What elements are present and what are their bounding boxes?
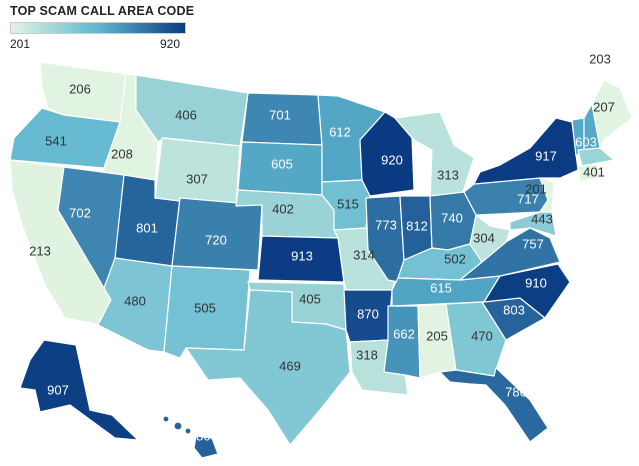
area-code-label-ut: 801 [136, 220, 158, 235]
area-code-label-ne: 402 [272, 201, 294, 216]
state-hi-island-maui [184, 427, 192, 435]
state-ak [19, 339, 139, 441]
area-code-label-md: 443 [531, 211, 553, 226]
area-code-label-az: 480 [124, 293, 146, 308]
state-ga [445, 301, 507, 377]
legend-max-label: 920 [160, 37, 181, 51]
area-code-label-nv: 702 [69, 205, 91, 220]
state-ms [383, 305, 421, 379]
state-ct [577, 163, 601, 183]
area-code-label-la: 318 [356, 347, 378, 362]
area-code-label-ms: 662 [393, 326, 415, 341]
area-code-label-mo: 314 [353, 247, 375, 262]
area-code-label-co: 720 [205, 232, 227, 247]
state-hi-island-kauai [162, 415, 170, 423]
state-hi [193, 435, 219, 459]
area-code-label-al: 205 [426, 328, 448, 343]
area-code-label-ar: 870 [357, 306, 379, 321]
area-code-label-ca: 213 [29, 243, 51, 258]
area-code-label-tx: 469 [279, 358, 301, 373]
area-code-label-in: 812 [406, 218, 428, 233]
area-code-label-nh: 603 [589, 51, 611, 66]
area-code-label-ia: 515 [337, 196, 359, 211]
area-code-label-id: 208 [111, 146, 133, 161]
state-wi [359, 111, 415, 197]
legend-min-label: 201 [10, 37, 31, 51]
area-code-label-hi: 808 [196, 428, 218, 443]
area-code-label-nc: 910 [525, 275, 547, 290]
area-code-label-nj: 201 [525, 181, 547, 196]
area-code-label-oh: 740 [441, 210, 463, 225]
area-code-label-ks: 913 [291, 248, 313, 263]
area-code-label-ma: 401 [583, 164, 605, 179]
state-tx [185, 289, 351, 446]
state-co [171, 197, 263, 271]
area-code-label-me: 207 [593, 99, 615, 114]
area-code-label-wv: 304 [473, 230, 495, 245]
area-code-label-mn: 612 [329, 124, 351, 139]
area-code-label-tn: 615 [430, 280, 452, 295]
area-code-label-mt: 406 [175, 107, 197, 122]
area-code-label-ct: 203 [589, 51, 611, 66]
legend-gradient-bar [10, 22, 186, 34]
area-code-label-wy: 307 [186, 171, 208, 186]
area-code-label-ak: 907 [47, 382, 69, 397]
area-code-label-sd: 605 [271, 156, 293, 171]
state-fl [439, 367, 549, 443]
area-code-label-va: 757 [522, 236, 544, 251]
area-code-label-mi: 313 [437, 167, 459, 182]
area-code-label-ga: 470 [471, 328, 493, 343]
area-code-label-ky: 502 [444, 251, 466, 266]
state-hi-island-oahu [173, 421, 183, 431]
area-code-label-nm: 505 [194, 300, 216, 315]
state-ny [473, 117, 579, 185]
area-code-label-ny: 917 [535, 148, 557, 163]
area-code-label-sc: 803 [503, 302, 525, 317]
state-md [509, 211, 557, 237]
area-code-label-or: 541 [45, 133, 67, 148]
area-code-label-il: 773 [375, 217, 397, 232]
map-title: TOP SCAM CALL AREA CODE [10, 4, 195, 18]
area-code-label-nd: 701 [269, 107, 291, 122]
area-code-label-pa: 717 [517, 191, 539, 206]
area-code-label-ok: 405 [299, 291, 321, 306]
area-code-label-wi: 920 [381, 152, 403, 167]
area-code-label-vt: 603 [575, 134, 597, 149]
area-code-label-wa: 206 [69, 81, 91, 96]
state-ma [577, 147, 615, 167]
area-code-label-fl: 786 [505, 384, 527, 399]
